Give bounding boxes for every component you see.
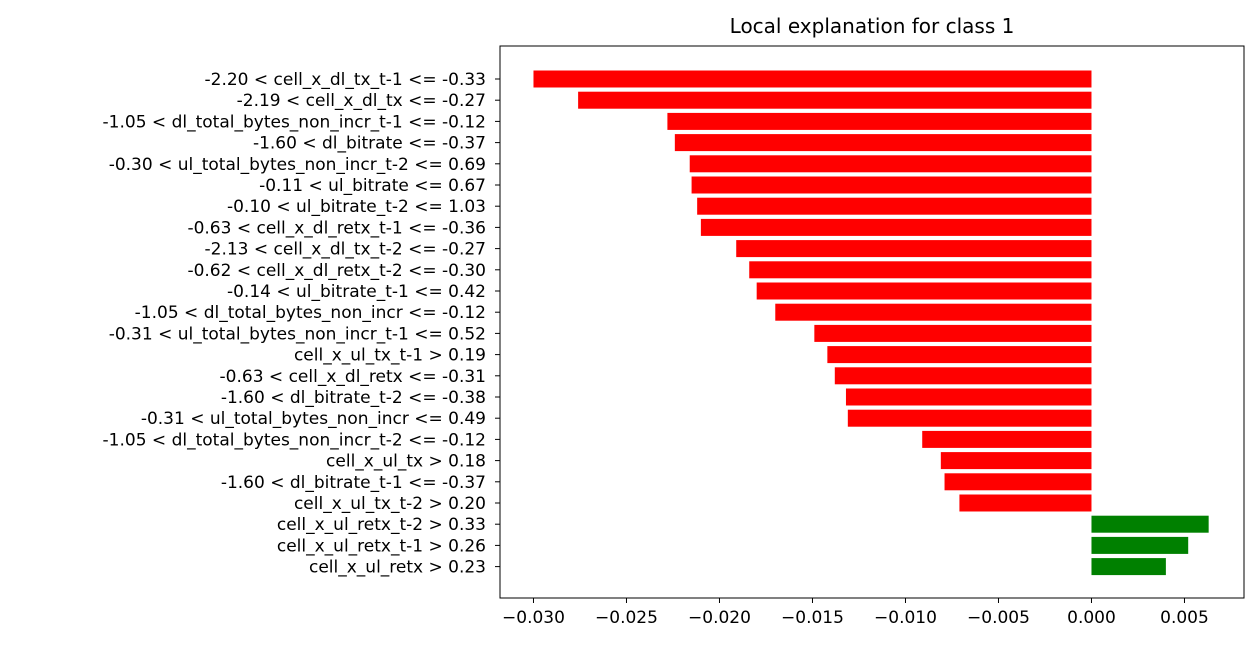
y-tick-label: -0.62 < cell_x_dl_retx_t-2 <= -0.30 xyxy=(187,261,486,281)
x-tick-label: −0.020 xyxy=(688,608,751,628)
y-tick-label: -0.14 < ul_bitrate_t-1 <= 0.42 xyxy=(227,282,486,302)
bar xyxy=(834,367,1092,385)
y-tick-label: cell_x_ul_retx_t-1 > 0.26 xyxy=(277,536,486,556)
bar xyxy=(700,218,1092,236)
x-axis: −0.030 −0.025 −0.020 −0.015 −0.010 −0.005 0.00… xyxy=(502,598,1209,628)
y-tick-labels: -2.20 < cell_x_dl_tx_t-1 <= -0.33-2.19 <… xyxy=(103,70,500,578)
bar xyxy=(944,473,1092,491)
bar xyxy=(775,303,1092,321)
bar xyxy=(533,70,1092,88)
bar xyxy=(1091,558,1166,576)
y-tick-label: cell_x_ul_tx > 0.18 xyxy=(326,452,486,472)
bar xyxy=(845,388,1092,406)
x-tick-label: −0.030 xyxy=(502,608,565,628)
bar xyxy=(959,494,1092,512)
bar xyxy=(749,261,1092,279)
y-tick-label: -0.30 < ul_total_bytes_non_incr_t-2 <= 0… xyxy=(109,155,486,175)
y-tick-label: -0.63 < cell_x_dl_retx_t-1 <= -0.36 xyxy=(187,218,486,238)
y-tick-label: cell_x_ul_retx > 0.23 xyxy=(309,558,486,578)
bar xyxy=(814,324,1092,342)
y-tick-label: -0.11 < ul_bitrate <= 0.67 xyxy=(259,176,486,196)
y-tick-label: -0.31 < ul_total_bytes_non_incr_t-1 <= 0… xyxy=(109,324,486,344)
bar xyxy=(578,91,1092,109)
x-tick-label: −0.025 xyxy=(595,608,658,628)
y-tick-label: -1.60 < dl_bitrate_t-1 <= -0.37 xyxy=(221,473,486,493)
bars-group xyxy=(533,70,1209,576)
y-tick-label: -2.20 < cell_x_dl_tx_t-1 <= -0.33 xyxy=(205,70,487,90)
y-tick-label: -1.05 < dl_total_bytes_non_incr_t-2 <= -… xyxy=(103,430,486,450)
bar xyxy=(1091,515,1209,533)
y-tick-label: -0.10 < ul_bitrate_t-2 <= 1.03 xyxy=(227,197,486,217)
bar xyxy=(674,134,1092,152)
x-tick-label: −0.005 xyxy=(967,608,1030,628)
y-tick-label: -1.60 < dl_bitrate <= -0.37 xyxy=(253,134,486,154)
y-tick-label: -0.63 < cell_x_dl_retx <= -0.31 xyxy=(220,367,486,387)
y-tick-label: -1.05 < dl_total_bytes_non_incr_t-1 <= -… xyxy=(103,112,486,132)
bar xyxy=(691,176,1092,194)
y-tick-label: -2.19 < cell_x_dl_tx <= -0.27 xyxy=(237,91,486,111)
bar xyxy=(667,112,1092,130)
y-tick-label: -0.31 < ul_total_bytes_non_incr <= 0.49 xyxy=(141,409,486,429)
y-tick-label: -1.60 < dl_bitrate_t-2 <= -0.38 xyxy=(221,388,486,408)
y-tick-label: cell_x_ul_tx_t-1 > 0.19 xyxy=(294,346,486,366)
y-tick-label: -1.05 < dl_total_bytes_non_incr <= -0.12 xyxy=(135,303,486,323)
bar xyxy=(756,282,1092,300)
bar xyxy=(689,155,1092,173)
y-tick-label: cell_x_ul_tx_t-2 > 0.20 xyxy=(294,494,486,514)
y-tick-label: -2.13 < cell_x_dl_tx_t-2 <= -0.27 xyxy=(205,240,487,260)
bar xyxy=(1091,536,1189,554)
x-tick-label: −0.010 xyxy=(874,608,937,628)
x-tick-label: 0.005 xyxy=(1160,608,1209,628)
x-tick-label: 0.000 xyxy=(1067,608,1116,628)
chart-title: Local explanation for class 1 xyxy=(730,14,1015,38)
y-tick-label: cell_x_ul_retx_t-2 > 0.33 xyxy=(277,515,486,535)
bar xyxy=(940,452,1092,470)
plot-frame xyxy=(499,45,1245,599)
bar xyxy=(697,197,1092,215)
x-tick-label: −0.015 xyxy=(781,608,844,628)
bar xyxy=(827,346,1092,364)
bar xyxy=(922,430,1092,448)
bar xyxy=(847,409,1092,427)
bar xyxy=(736,240,1092,258)
